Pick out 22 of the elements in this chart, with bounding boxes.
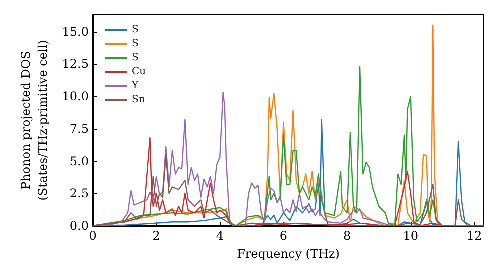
legend-label: S [132, 24, 139, 36]
x-tick-label: 8 [343, 229, 352, 243]
x-tick-label: 0 [89, 229, 97, 243]
x-tick-label: 6 [280, 229, 288, 243]
x-tick-label: 10 [403, 229, 419, 243]
legend-label: Cu [132, 66, 147, 78]
y-axis-title: Phonon projected DOS (States/THz·primitive cell) [18, 40, 50, 201]
legend-label: S [132, 38, 139, 50]
y-tick-label: 2.5 [70, 186, 89, 201]
y-tick-label: 10.0 [62, 90, 89, 104]
y-tick-label: 0.0 [70, 219, 89, 233]
y-tick-label: 7.5 [70, 122, 89, 136]
y-tick-label: 12.5 [62, 57, 89, 72]
x-tick-label: 2 [152, 229, 160, 243]
y-tick-label: 5.0 [70, 154, 89, 168]
legend-label: Y [131, 80, 139, 92]
legend-label: S [132, 52, 139, 64]
x-axis-title: Frequency (THz) [237, 247, 340, 261]
x-tick-label: 12 [466, 229, 482, 243]
x-tick-label: 4 [216, 229, 224, 243]
y-tick-label: 15.0 [62, 24, 89, 39]
legend-label: Sn [132, 94, 146, 106]
